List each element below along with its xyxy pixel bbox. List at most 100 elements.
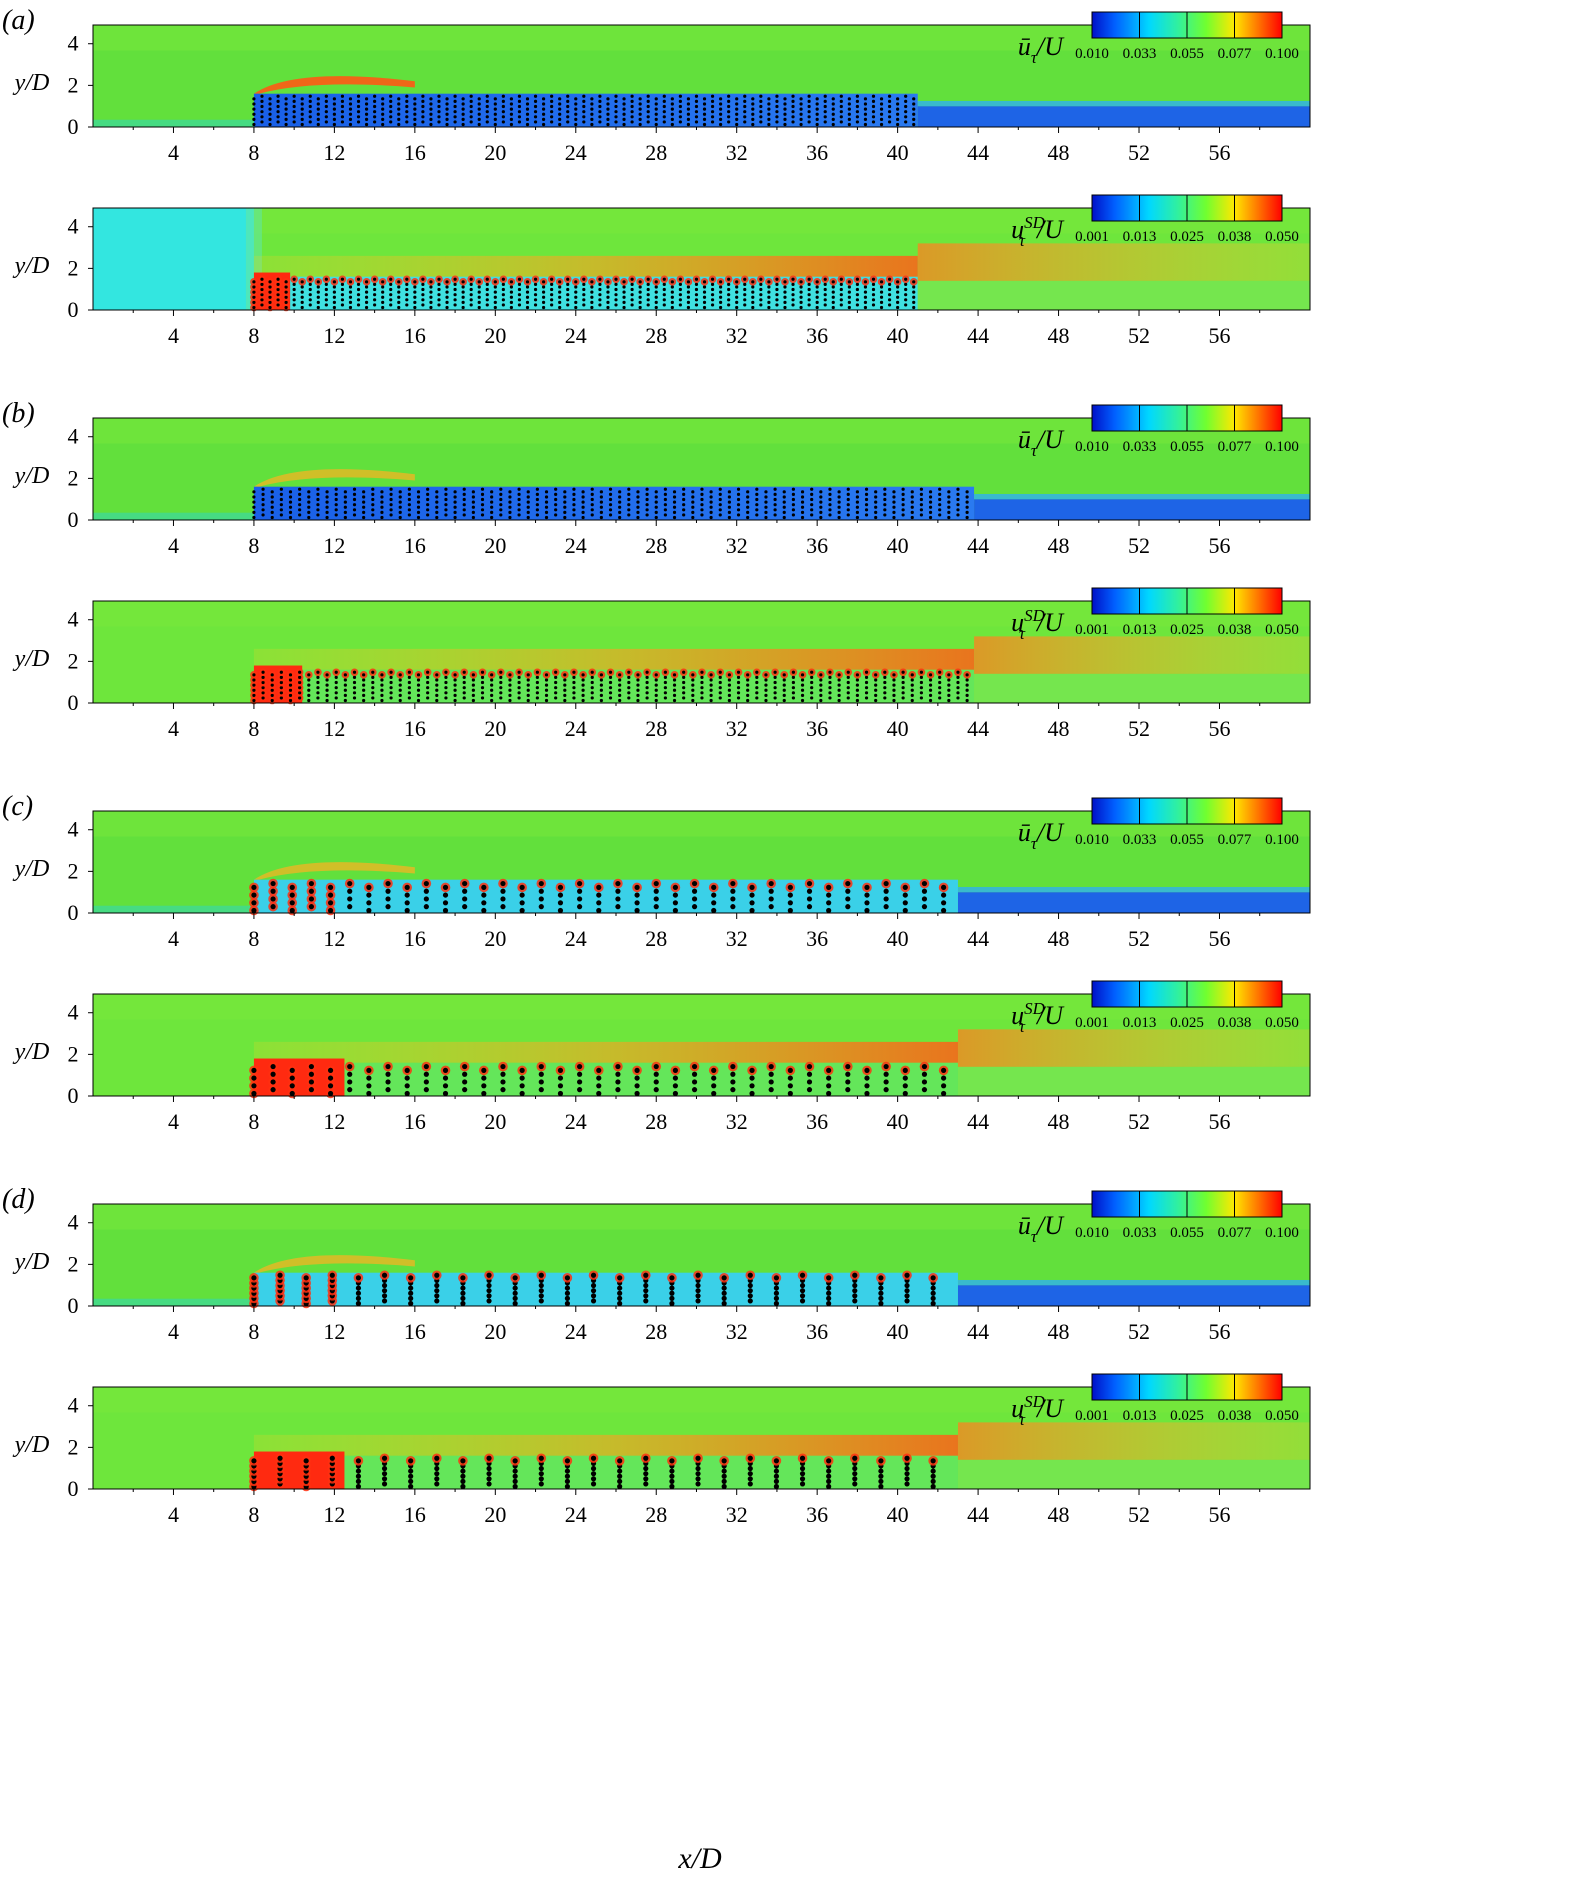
cylinder	[691, 688, 695, 692]
cylinder	[791, 282, 795, 286]
cylinder	[373, 287, 377, 292]
cylinder	[252, 295, 256, 299]
cylinder	[787, 884, 793, 890]
cylinder	[340, 99, 345, 103]
y-tick-label: 4	[68, 424, 79, 449]
colorbar-tick-label: 0.038	[1218, 229, 1252, 245]
cylinder	[768, 904, 774, 910]
cylinder	[500, 888, 506, 894]
cylinder	[852, 1288, 858, 1294]
cylinder	[855, 500, 859, 504]
cylinder	[270, 500, 274, 504]
cylinder	[557, 1067, 564, 1073]
cylinder	[767, 112, 771, 116]
cylinder	[622, 305, 626, 310]
cylinder	[863, 305, 868, 310]
cylinder	[855, 510, 859, 514]
cylinder	[902, 884, 908, 890]
cylinder	[332, 107, 336, 111]
cylinder	[261, 513, 265, 517]
cylinder	[791, 99, 795, 103]
cylinder	[329, 1455, 335, 1461]
cylinder	[782, 688, 786, 692]
cylinder	[437, 104, 441, 109]
cylinder	[845, 1087, 851, 1093]
cylinder	[289, 892, 295, 898]
cylinder	[508, 515, 512, 520]
cylinder	[366, 1075, 372, 1081]
cylinder	[799, 1465, 806, 1472]
cylinder	[718, 487, 722, 491]
cylinder	[686, 102, 691, 106]
cylinder	[538, 896, 544, 902]
cylinder	[408, 1478, 414, 1484]
cylinder	[490, 673, 494, 677]
cylinder	[727, 688, 731, 692]
cylinder	[845, 888, 851, 894]
cylinder	[325, 510, 329, 514]
cylinder	[938, 675, 942, 679]
cylinder	[512, 1290, 518, 1296]
cylinder	[352, 487, 357, 491]
cylinder	[874, 515, 878, 520]
cylinder	[743, 120, 747, 124]
cylinder	[669, 1295, 675, 1301]
cylinder	[871, 104, 876, 109]
cylinder	[279, 508, 283, 512]
cylinder	[481, 907, 487, 914]
cylinder	[477, 107, 481, 111]
cylinder	[826, 1468, 832, 1474]
cylinder	[398, 683, 402, 687]
cylinder	[566, 110, 570, 114]
cylinder	[828, 503, 832, 507]
cylinder	[617, 1483, 623, 1490]
cylinder	[654, 300, 658, 304]
cylinder	[453, 683, 457, 687]
cylinder	[292, 303, 296, 307]
x-tick-label: 36	[806, 140, 828, 165]
cylinder	[284, 122, 288, 127]
cylinder	[298, 487, 302, 491]
cylinder	[627, 503, 631, 507]
cylinder	[485, 298, 489, 302]
cylinder	[334, 686, 338, 690]
cylinder	[670, 300, 674, 304]
cylinder	[437, 303, 441, 307]
cylinder	[416, 673, 421, 677]
cylinder	[538, 1471, 544, 1477]
cylinder	[485, 282, 489, 286]
case-label: (a)	[2, 5, 35, 36]
cylinder	[695, 1293, 701, 1299]
y-axis-title: y/D	[13, 253, 50, 279]
cylinder	[646, 110, 650, 114]
cylinder	[831, 290, 835, 294]
cylinder	[408, 1295, 414, 1301]
cylinder	[445, 107, 449, 111]
cylinder	[276, 104, 280, 109]
cylinder	[480, 487, 485, 491]
x-tick-label: 20	[484, 716, 506, 741]
x-tick-label: 16	[404, 533, 426, 558]
cylinder	[340, 104, 345, 109]
cylinder	[268, 102, 272, 106]
cylinder	[261, 696, 265, 700]
cylinder	[348, 305, 353, 310]
cylinder	[517, 503, 521, 507]
cylinder	[572, 487, 576, 491]
cylinder	[279, 513, 283, 517]
cylinder	[759, 115, 763, 119]
colorbar-tick-label: 0.025	[1170, 622, 1204, 638]
cylinder	[887, 104, 892, 109]
x-tick-label: 52	[1128, 926, 1150, 951]
cylinder	[535, 487, 539, 491]
cylinder	[490, 505, 494, 509]
x-tick-label: 12	[323, 533, 345, 558]
cylinder	[270, 1079, 276, 1085]
cylinder	[413, 102, 417, 106]
cylinder	[672, 500, 677, 504]
cylinder	[397, 122, 401, 127]
cylinder	[364, 122, 369, 127]
cylinder	[416, 683, 421, 687]
cylinder	[636, 500, 640, 504]
